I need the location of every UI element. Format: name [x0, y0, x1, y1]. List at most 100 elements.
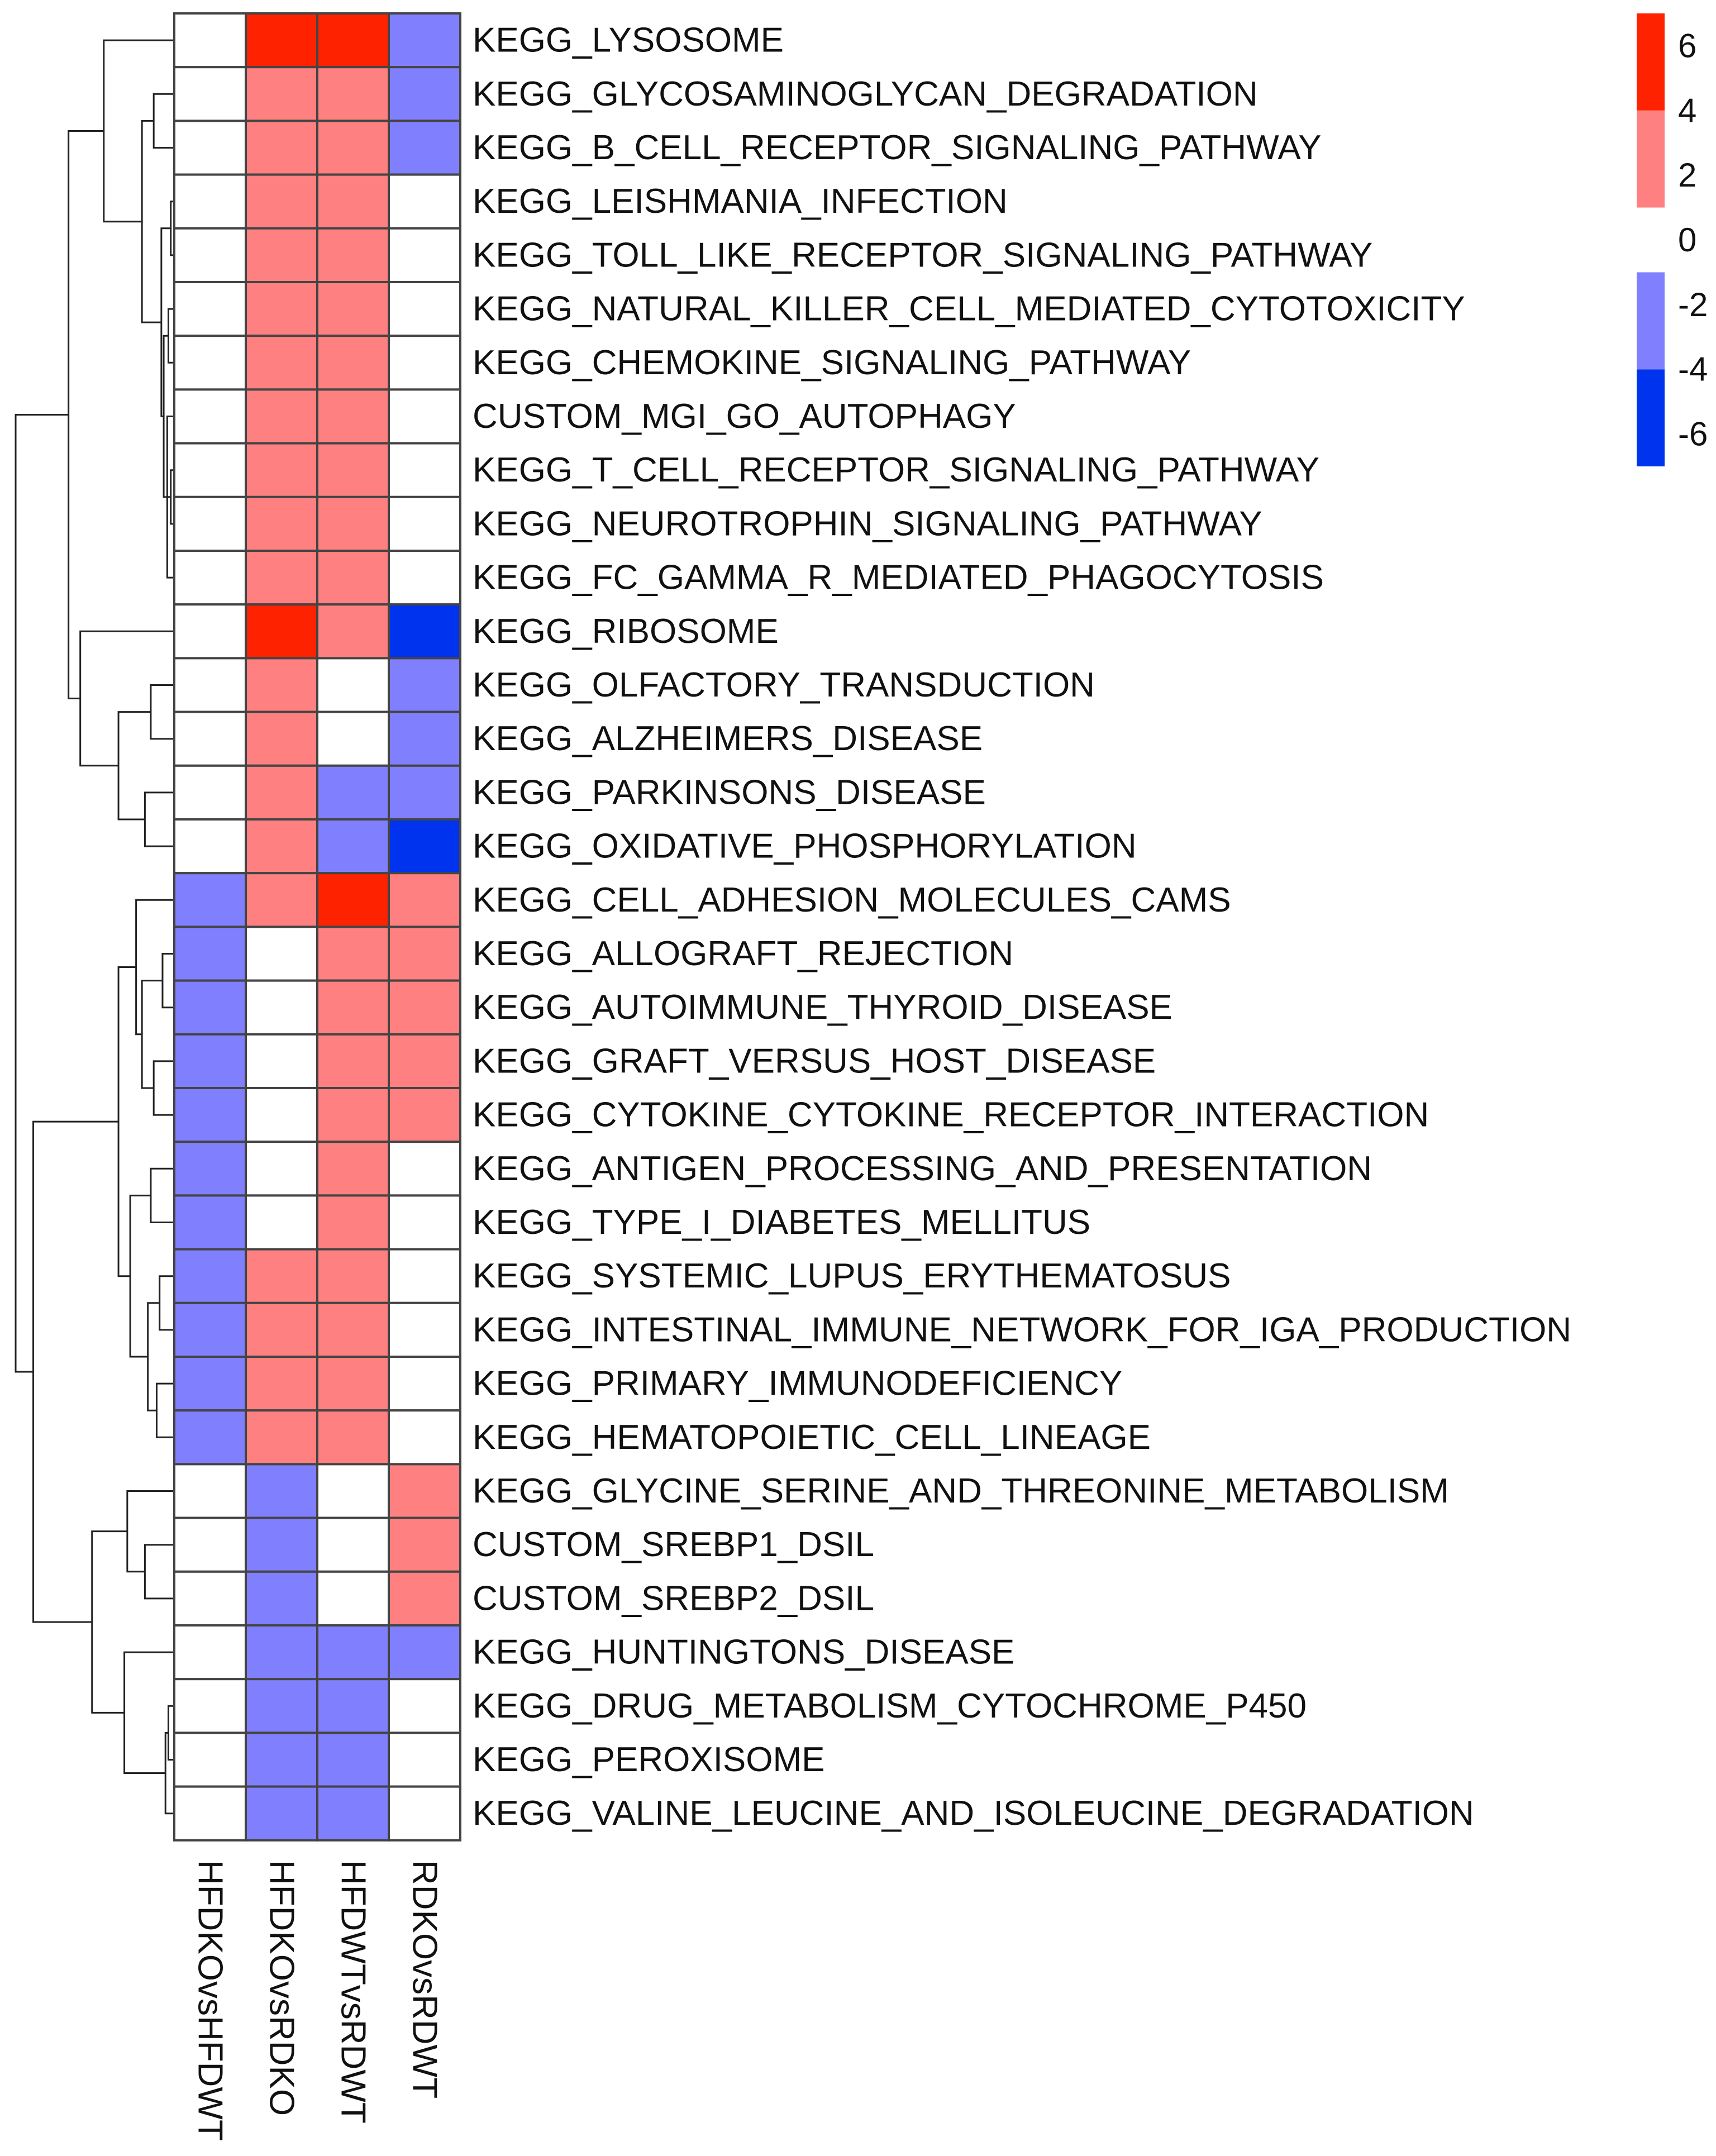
- heatmap-cell: [173, 1141, 247, 1197]
- heatmap-cell: [388, 1624, 461, 1681]
- row-label: KEGG_B_CELL_RECEPTOR_SIGNALING_PATHWAY: [473, 128, 1321, 167]
- row-label: KEGG_HEMATOPOIETIC_CELL_LINEAGE: [473, 1418, 1151, 1457]
- row-label: KEGG_CELL_ADHESION_MOLECULES_CAMS: [473, 881, 1231, 919]
- heatmap-cell: [245, 1463, 318, 1519]
- legend-tick-label: 2: [1678, 156, 1696, 194]
- heatmap-cell: [388, 1356, 461, 1412]
- heatmap-cell: [388, 1087, 461, 1143]
- heatmap-cell: [245, 1570, 318, 1627]
- heatmap-cell: [388, 120, 461, 176]
- dendrogram-branch: [161, 953, 174, 1009]
- row-label: KEGG_NEUROTROPHIN_SIGNALING_PATHWAY: [473, 504, 1262, 543]
- heatmap-cell: [245, 335, 318, 391]
- dendrogram-branch: [79, 630, 174, 767]
- row-label: KEGG_OXIDATIVE_PHOSPHORYLATION: [473, 827, 1137, 866]
- row-label: KEGG_DRUG_METABOLISM_CYTOCHROME_P450: [473, 1687, 1307, 1725]
- legend-tick-label: 4: [1678, 92, 1696, 129]
- heatmap-cell: [388, 1409, 461, 1466]
- row-label: KEGG_TOLL_LIKE_RECEPTOR_SIGNALING_PATHWA…: [473, 236, 1372, 274]
- row-label: KEGG_FC_GAMMA_R_MEDIATED_PHAGOCYTOSIS: [473, 559, 1324, 597]
- row-label: KEGG_OLFACTORY_TRANSDUCTION: [473, 666, 1095, 704]
- heatmap-cell: [245, 1409, 318, 1466]
- heatmap-cell: [316, 227, 390, 283]
- heatmap-cell: [388, 1033, 461, 1090]
- row-label: CUSTOM_SREBP1_DSIL: [473, 1525, 874, 1564]
- heatmap-cell: [173, 495, 247, 552]
- dendrogram-branch: [135, 899, 174, 1036]
- heatmap-cell: [316, 1516, 390, 1573]
- heatmap-cell: [388, 388, 461, 445]
- dendrogram-branch: [170, 469, 174, 525]
- heatmap-cell: [245, 1087, 318, 1143]
- heatmap-cell: [388, 872, 461, 928]
- legend-color-block: [1637, 207, 1665, 273]
- heatmap-cell: [316, 657, 390, 713]
- heatmap-cell: [316, 1141, 390, 1197]
- row-label: KEGG_PRIMARY_IMMUNODEFICIENCY: [473, 1365, 1122, 1403]
- heatmap-cell: [245, 173, 318, 230]
- heatmap-cell: [245, 1516, 318, 1573]
- heatmap-cell: [173, 710, 247, 767]
- heatmap-cell: [388, 818, 461, 875]
- heatmap-cell: [173, 603, 247, 660]
- column-labels: HFDKOvsHFDWT HFDKOvsRDKO HFDWTvsRDWT RDKOvs…: [191, 1860, 444, 2141]
- dendrogram-branch: [160, 227, 171, 417]
- legend-color-block: [1637, 13, 1665, 111]
- heatmap-cell: [388, 66, 461, 122]
- row-label: KEGG_ALLOGRAFT_REJECTION: [473, 934, 1013, 973]
- heatmap-cell: [245, 1194, 318, 1251]
- dendrogram-branch: [15, 413, 69, 1373]
- heatmap-cell: [316, 66, 390, 122]
- heatmap-cell: [173, 1516, 247, 1573]
- row-label: KEGG_T_CELL_RECEPTOR_SIGNALING_PATHWAY: [473, 451, 1319, 489]
- color-legend: 6 4 2 0 -2 -4 -6: [1637, 13, 1708, 466]
- heatmap-cell: [173, 335, 247, 391]
- heatmap-cell: [316, 12, 390, 69]
- heatmap-cell: [388, 495, 461, 552]
- heatmap-cell: [245, 1785, 318, 1842]
- row-label: KEGG_TYPE_I_DIABETES_MELLITUS: [473, 1203, 1090, 1242]
- heatmap-cell: [173, 926, 247, 982]
- dendrogram-branch: [68, 130, 104, 700]
- heatmap-cell: [173, 872, 247, 928]
- row-label: KEGG_LYSOSOME: [473, 21, 784, 60]
- heatmap-cell: [388, 1516, 461, 1573]
- heatmap-cell: [316, 1301, 390, 1358]
- dendrogram-branch: [152, 1060, 174, 1116]
- row-label: KEGG_NATURAL_KILLER_CELL_MEDIATED_CYTOTO…: [473, 290, 1465, 328]
- heatmap-cell: [173, 764, 247, 821]
- dendrogram-branch: [117, 711, 151, 821]
- heatmap-cell: [388, 1301, 461, 1358]
- heatmap-cell: [388, 657, 461, 713]
- heatmap-cell: [245, 281, 318, 337]
- heatmap-cell: [245, 550, 318, 606]
- heatmap-cell: [388, 979, 461, 1036]
- legend-tick-label: 0: [1678, 221, 1696, 259]
- heatmap-cell: [173, 281, 247, 337]
- row-label: KEGG_ALZHEIMERS_DISEASE: [473, 719, 983, 758]
- legend-tick-label: -4: [1678, 351, 1708, 388]
- heatmap-cell: [245, 442, 318, 498]
- dendrogram-branch: [144, 1544, 174, 1600]
- dendrogram-branch: [150, 684, 174, 740]
- heatmap-cell: [173, 12, 247, 69]
- heatmap-cell: [316, 388, 390, 445]
- heatmap-cell: [173, 657, 247, 713]
- dendrogram-branch: [164, 1732, 174, 1815]
- row-label: KEGG_PEROXISOME: [473, 1740, 825, 1779]
- dendrogram-branch: [103, 39, 174, 223]
- heatmap-cell: [388, 442, 461, 498]
- heatmap-cell: [316, 120, 390, 176]
- heatmap-cell: [316, 603, 390, 660]
- heatmap-cell: [388, 1678, 461, 1734]
- row-label: KEGG_CHEMOKINE_SIGNALING_PATHWAY: [473, 344, 1191, 382]
- heatmap-cell: [173, 388, 247, 445]
- heatmap-cells: [173, 12, 461, 1842]
- column-label: HFDWTvsRDWT: [334, 1860, 373, 2124]
- heatmap-cell: [173, 1785, 247, 1842]
- heatmap-cell: [245, 818, 318, 875]
- legend-color-block: [1637, 272, 1665, 370]
- heatmap-cell: [316, 1356, 390, 1412]
- heatmap-cell: [173, 979, 247, 1036]
- heatmap-cell: [245, 1248, 318, 1304]
